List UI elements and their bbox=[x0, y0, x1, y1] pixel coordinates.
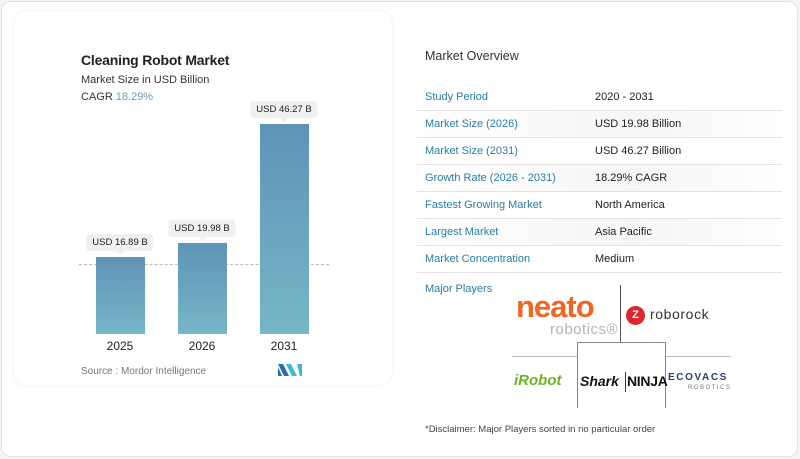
cagr-label: CAGR bbox=[81, 91, 113, 103]
overview-value: USD 46.27 Billion bbox=[595, 145, 682, 157]
major-players-label: Major Players bbox=[425, 283, 493, 295]
overview-value: 2020 - 2031 bbox=[595, 91, 654, 103]
overview-value: USD 19.98 Billion bbox=[595, 118, 682, 130]
logo-divider-horizontal-left bbox=[512, 356, 578, 357]
overview-key: Market Size (2031) bbox=[425, 145, 518, 157]
chart-title: Cleaning Robot Market bbox=[81, 52, 230, 68]
overview-key: Fastest Growing Market bbox=[425, 199, 542, 211]
overview-key: Market Concentration bbox=[425, 253, 531, 265]
disclaimer-text: *Disclaimer: Major Players sorted in no … bbox=[425, 424, 656, 435]
overview-row: Growth Rate (2026 - 2031) 18.29% CAGR bbox=[417, 165, 782, 192]
overview-row: Market Size (2031) USD 46.27 Billion bbox=[417, 138, 782, 165]
bar-value-label: USD 16.89 B bbox=[86, 234, 154, 255]
bar-value-label: USD 19.98 B bbox=[168, 220, 236, 241]
irobot-logo: iRobot bbox=[514, 372, 562, 389]
mordor-intelligence-logo-icon bbox=[278, 364, 302, 376]
ecovacs-logo: ECOVACS bbox=[668, 372, 728, 383]
overview-key: Largest Market bbox=[425, 226, 499, 238]
bar-2026 bbox=[178, 243, 227, 334]
sharkninja-separator bbox=[625, 372, 626, 392]
overview-value: 18.29% CAGR bbox=[595, 172, 668, 184]
ecovacs-logo-subtext: ROBOTICS bbox=[688, 385, 732, 391]
overview-row: Market Concentration Medium bbox=[417, 246, 782, 273]
logo-divider-vertical bbox=[620, 285, 621, 356]
bar-value-label: USD 46.27 B bbox=[250, 101, 318, 122]
x-tick-label: 2031 bbox=[270, 339, 298, 353]
overview-row: Largest Market Asia Pacific bbox=[417, 219, 782, 246]
source-text: Source : Mordor Intelligence bbox=[81, 366, 207, 377]
ninja-logo: NINJA bbox=[627, 373, 668, 389]
logo-divider-horizontal-right bbox=[665, 356, 731, 357]
overview-value: Asia Pacific bbox=[595, 226, 652, 238]
roborock-logo-icon: Z bbox=[626, 306, 645, 325]
overview-row: Fastest Growing Market North America bbox=[417, 192, 782, 219]
overview-key: Growth Rate (2026 - 2031) bbox=[425, 172, 556, 184]
overview-value: North America bbox=[595, 199, 665, 211]
logo-box-center bbox=[577, 342, 666, 408]
bar-2031 bbox=[260, 124, 309, 334]
neato-logo: neato bbox=[516, 289, 595, 324]
bar-2025 bbox=[96, 257, 145, 334]
neato-logo-subtext: robotics® bbox=[550, 321, 619, 338]
overview-value: Medium bbox=[595, 253, 635, 265]
chart-subtitle: Market Size in USD Billion bbox=[81, 74, 210, 86]
cagr-value: 18.29% bbox=[115, 91, 154, 103]
cagr-line: CAGR 18.29% bbox=[81, 91, 153, 103]
shark-logo: Shark bbox=[580, 373, 619, 389]
overview-row: Market Size (2026) USD 19.98 Billion bbox=[417, 111, 782, 138]
roborock-logo: roborock bbox=[650, 306, 710, 322]
overview-row: Study Period 2020 - 2031 bbox=[417, 84, 782, 111]
x-tick-label: 2026 bbox=[188, 339, 216, 353]
x-tick-label: 2025 bbox=[106, 339, 134, 353]
overview-key: Market Size (2026) bbox=[425, 118, 518, 130]
overview-title: Market Overview bbox=[425, 49, 519, 63]
overview-key: Study Period bbox=[425, 91, 488, 103]
